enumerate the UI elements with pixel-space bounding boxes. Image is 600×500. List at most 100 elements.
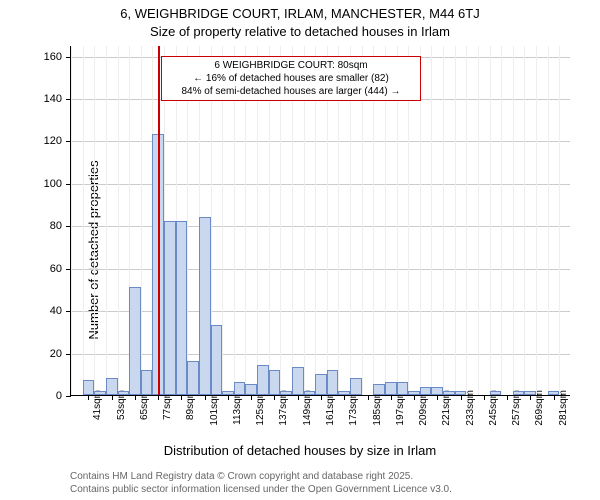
xtick-mark [135, 395, 136, 400]
gridline-v [513, 46, 514, 395]
gridline-h [71, 226, 570, 227]
histogram-bar [257, 365, 269, 395]
gridline-v [490, 46, 491, 395]
xtick-mark [437, 395, 438, 400]
histogram-bar [234, 382, 246, 395]
xtick-mark [112, 395, 113, 400]
ytick-label: 60 [0, 263, 62, 275]
histogram-bar [141, 370, 153, 395]
credits-line1: Contains HM Land Registry data © Crown c… [70, 470, 452, 483]
xtick-mark [554, 395, 555, 400]
xtick-label: 209sqm [418, 390, 429, 426]
gridline-v [501, 46, 502, 395]
histogram-bar [490, 391, 502, 395]
xtick-mark [158, 395, 159, 400]
xtick-label: 245sqm [488, 390, 499, 426]
xtick-label: 101sqm [209, 390, 220, 426]
ytick-label: 140 [0, 93, 62, 105]
xtick-label: 197sqm [395, 390, 406, 426]
xtick-label: 257sqm [511, 390, 522, 426]
ytick-label: 80 [0, 220, 62, 232]
xtick-mark [321, 395, 322, 400]
ytick-label: 120 [0, 135, 62, 147]
histogram-bar [350, 378, 362, 395]
xtick-mark [205, 395, 206, 400]
property-marker-line [158, 46, 160, 395]
annotation-line2: ← 16% of detached houses are smaller (82… [168, 72, 414, 85]
gridline-v [71, 46, 72, 395]
xtick-mark [298, 395, 299, 400]
gridline-v [443, 46, 444, 395]
xtick-label: 161sqm [325, 390, 336, 426]
gridline-v [118, 46, 119, 395]
gridline-v [455, 46, 456, 395]
xtick-label: 233sqm [465, 390, 476, 426]
gridline-v [83, 46, 84, 395]
gridline-h [71, 184, 570, 185]
xtick-mark [88, 395, 89, 400]
histogram-bar [199, 217, 211, 395]
annotation-line3: 84% of semi-detached houses are larger (… [168, 85, 414, 98]
gridline-v [466, 46, 467, 395]
histogram-bar [164, 221, 176, 395]
ytick-mark [66, 396, 71, 397]
annotation-box: 6 WEIGHBRIDGE COURT: 80sqm← 16% of detac… [161, 56, 421, 101]
xtick-label: 173sqm [348, 390, 359, 426]
histogram-bar [280, 391, 292, 395]
gridline-v [94, 46, 95, 395]
histogram-bar [304, 391, 316, 395]
ytick-label: 40 [0, 305, 62, 317]
gridline-v [478, 46, 479, 395]
xtick-mark [274, 395, 275, 400]
xtick-mark [530, 395, 531, 400]
gridline-v [431, 46, 432, 395]
x-axis-label: Distribution of detached houses by size … [0, 443, 600, 458]
xtick-mark [251, 395, 252, 400]
gridline-v [536, 46, 537, 395]
xtick-mark [484, 395, 485, 400]
gridline-h [71, 354, 570, 355]
gridline-v [559, 46, 560, 395]
histogram-bar [327, 370, 339, 395]
histogram-bar [513, 391, 525, 395]
xtick-mark [391, 395, 392, 400]
histogram-bar [118, 391, 130, 395]
xtick-label: 137sqm [278, 390, 289, 426]
xtick-label: 113sqm [232, 390, 243, 425]
gridline-h [71, 269, 570, 270]
xtick-mark [344, 395, 345, 400]
gridline-v [524, 46, 525, 395]
xtick-label: 221sqm [441, 390, 452, 426]
xtick-mark [461, 395, 462, 400]
histogram-bar [176, 221, 188, 395]
histogram-bar [129, 287, 141, 395]
gridline-v [141, 46, 142, 395]
xtick-mark [181, 395, 182, 400]
xtick-label: 281sqm [558, 390, 569, 426]
xtick-mark [368, 395, 369, 400]
gridline-h [71, 311, 570, 312]
histogram-bar [373, 384, 385, 395]
chart-container: 6, WEIGHBRIDGE COURT, IRLAM, MANCHESTER,… [0, 0, 600, 500]
xtick-mark [228, 395, 229, 400]
gridline-v [106, 46, 107, 395]
xtick-label: 185sqm [372, 390, 383, 426]
credits-line2: Contains public sector information licen… [70, 483, 452, 496]
gridline-h [71, 141, 570, 142]
gridline-v [548, 46, 549, 395]
ytick-label: 100 [0, 178, 62, 190]
histogram-bar [443, 391, 455, 395]
plot-area: 41sqm53sqm65sqm77sqm89sqm101sqm113sqm125… [70, 46, 570, 396]
chart-title-line1: 6, WEIGHBRIDGE COURT, IRLAM, MANCHESTER,… [0, 6, 600, 21]
credits: Contains HM Land Registry data © Crown c… [70, 470, 452, 496]
ytick-label: 20 [0, 348, 62, 360]
xtick-label: 269sqm [534, 390, 545, 426]
xtick-mark [414, 395, 415, 400]
chart-title-line2: Size of property relative to detached ho… [0, 24, 600, 39]
histogram-bar [94, 391, 106, 395]
xtick-label: 149sqm [302, 390, 313, 426]
histogram-bar [211, 325, 223, 395]
histogram-bar [397, 382, 409, 395]
ytick-label: 160 [0, 51, 62, 63]
ytick-label: 0 [0, 390, 62, 402]
